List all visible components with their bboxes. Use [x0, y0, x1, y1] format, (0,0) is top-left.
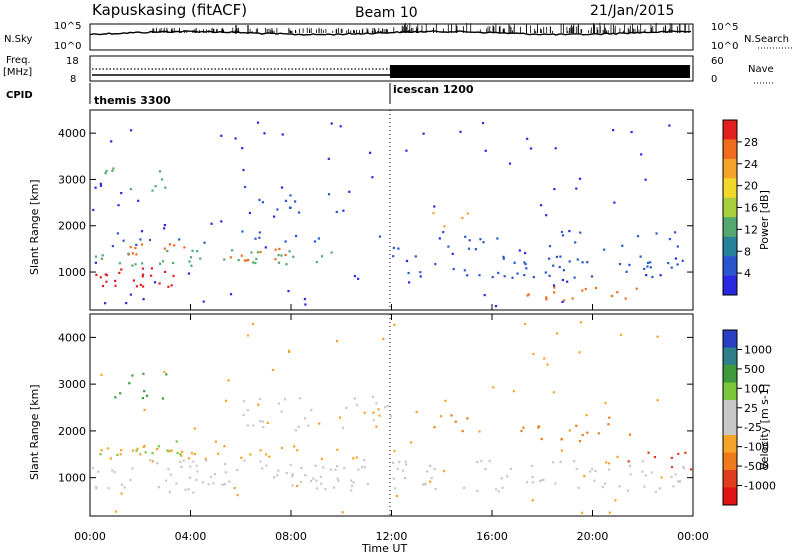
power-colorbar-label: Power [dB]	[758, 190, 771, 250]
colorbar-tick: -1000	[744, 480, 776, 493]
xtick-label: 04:00	[175, 530, 207, 543]
xtick-label: 00:00	[677, 530, 709, 543]
ytick-label: 2000	[58, 425, 86, 438]
beam-title: Beam 10	[355, 5, 418, 21]
colorbar-tick: 1000	[744, 343, 772, 356]
ytick-label: 3000	[58, 378, 86, 391]
ytick-label: 4000	[58, 331, 86, 344]
freq-dense-block	[390, 65, 690, 78]
power-panel: 1000 2000 3000 4000 Slant Range [km] 4 8 12 16…	[28, 109, 771, 311]
xtick-label: 08:00	[275, 530, 307, 543]
ytick-label: 1000	[58, 266, 86, 279]
freq-label: Freq.	[6, 55, 31, 66]
power-colorbar: 4 8 12 16 20 24 28	[722, 119, 758, 296]
colorbar-tick: -500	[744, 460, 769, 473]
colorbar-tick: 28	[744, 136, 758, 149]
xtick-label: 12:00	[376, 530, 408, 543]
colorbar-tick: 4	[744, 267, 751, 280]
colorbar-tick: 12	[744, 223, 758, 236]
colorbar-tick: 500	[744, 363, 765, 376]
velocity-panel: 1000 2000 3000 4000 00:00 04:00 08:00 12:00 16:…	[28, 304, 776, 554]
freq-tick-bottom: 8	[70, 74, 76, 85]
velocity-heatmap-cells	[91, 321, 693, 514]
colorbar-tick: -100	[744, 441, 769, 454]
colorbar-tick: -25	[744, 421, 762, 434]
date-title: 21/Jan/2015	[590, 3, 674, 19]
xtick-label: 16:00	[476, 530, 508, 543]
power-heatmap-cells	[92, 121, 684, 308]
colorbar-tick: 16	[744, 202, 758, 215]
nave-tick-top: 60	[711, 56, 724, 67]
sky-left-tick-bottom: 10^0	[54, 41, 81, 52]
sky-panel: N.Sky 10^5 10^0 10^5 10^0 N.Search	[4, 21, 792, 52]
colorbar-tick: 8	[744, 245, 751, 258]
velocity-ylabel: Slant Range [km]	[28, 384, 41, 480]
sky-right-label: N.Search	[744, 34, 789, 45]
search-noise-spikes	[151, 22, 690, 34]
ytick-label: 2000	[58, 220, 86, 233]
xtick-label: 20:00	[577, 530, 609, 543]
nave-label: Nave	[748, 64, 774, 75]
freq-tick-top: 18	[66, 56, 79, 67]
cpid-segment-themis: themis 3300	[94, 94, 171, 107]
station-title: Kapuskasing (fitACF)	[92, 1, 247, 19]
ytick-label: 3000	[58, 173, 86, 186]
velocity-colorbar: 1000 500 100 25 -25 -100 -500 -1000	[722, 329, 776, 506]
velocity-xlabel: Time UT	[361, 542, 407, 554]
cpid-segment-icescan: icescan 1200	[393, 83, 474, 96]
colorbar-tick: 24	[744, 158, 758, 171]
freq-panel: Freq. [MHz] 18 8 60 0 Nave	[3, 55, 774, 85]
sky-right-tick-top: 10^5	[711, 22, 738, 33]
sky-left-tick-top: 10^5	[54, 21, 81, 32]
power-ylabel: Slant Range [km]	[28, 179, 41, 275]
ytick-label: 4000	[58, 127, 86, 140]
sky-right-tick-bottom: 10^0	[711, 41, 738, 52]
velocity-colorbar-label: Velocity [m s-1]	[758, 384, 771, 470]
ytick-label: 1000	[58, 472, 86, 485]
cpid-label: CPID	[6, 90, 33, 101]
colorbar-tick: 25	[744, 402, 758, 415]
freq-unit-label: [MHz]	[3, 67, 32, 78]
colorbar-tick: 20	[744, 180, 758, 193]
colorbar-tick: 100	[744, 382, 765, 395]
sky-noise-line	[90, 30, 692, 36]
xtick-label: 00:00	[74, 530, 106, 543]
sky-left-label: N.Sky	[4, 34, 32, 45]
nave-tick-bottom: 0	[711, 74, 717, 85]
cpid-panel: CPID themis 3300 icescan 1200	[6, 83, 474, 107]
